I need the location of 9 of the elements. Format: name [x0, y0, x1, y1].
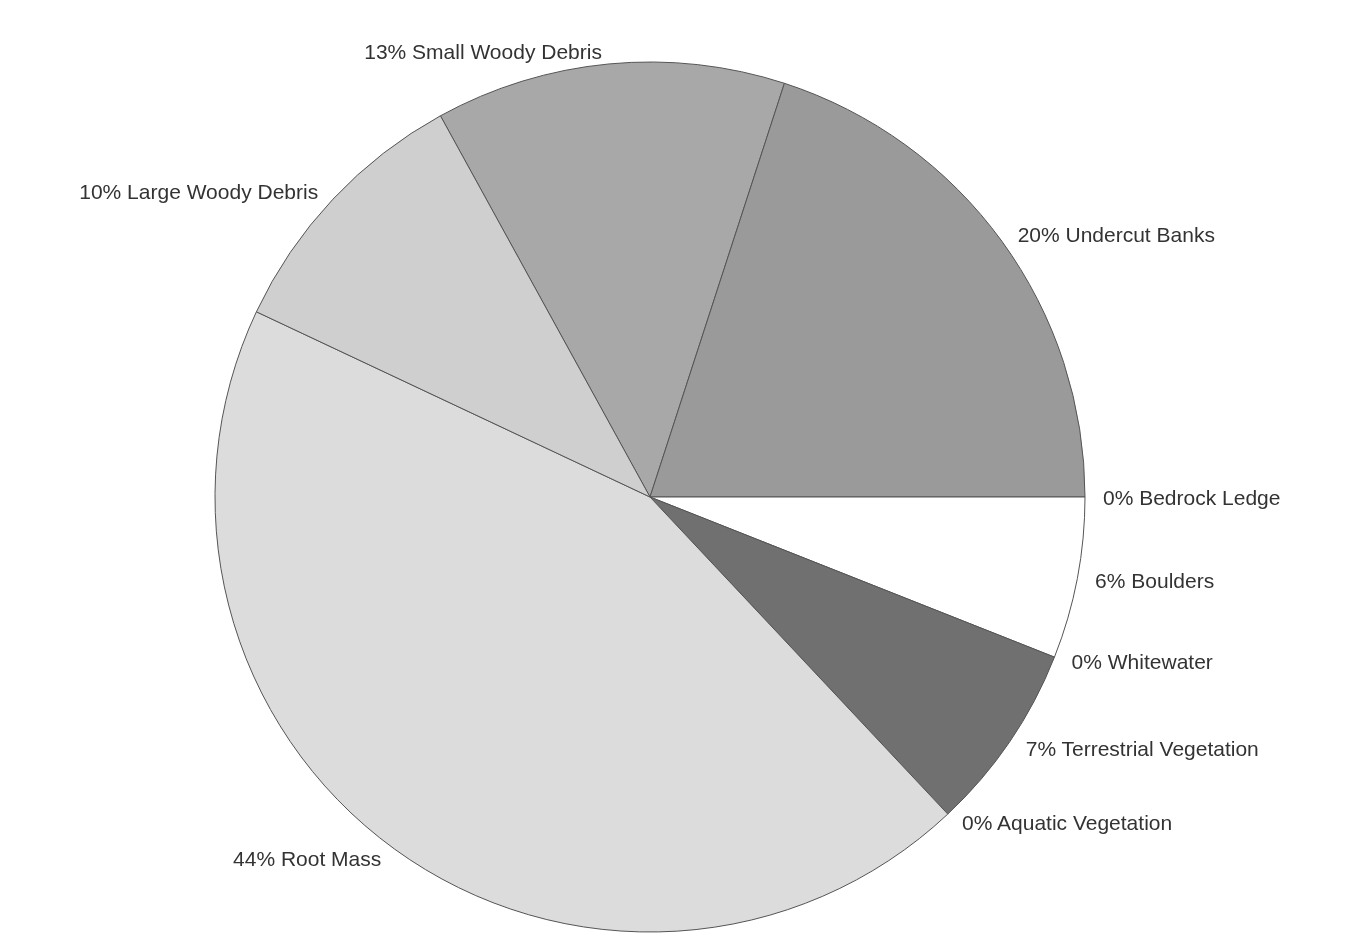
text: 0% Bedrock Ledge — [1103, 485, 1281, 509]
slice-label: 20% Undercut Banks — [1017, 222, 1215, 246]
slice-label: 7% Terrestrial Vegetation — [1025, 736, 1259, 760]
text: 0% Aquatic Vegetation — [961, 811, 1173, 835]
slice-label: 10% Large Woody Debris — [79, 179, 319, 203]
slice-label: 13% Small Woody Debris — [364, 40, 602, 64]
slice-label: 6% Boulders — [1095, 569, 1215, 593]
text: 0% Whitewater — [1071, 650, 1213, 674]
slice-label: 44% Root Mass — [233, 847, 382, 871]
